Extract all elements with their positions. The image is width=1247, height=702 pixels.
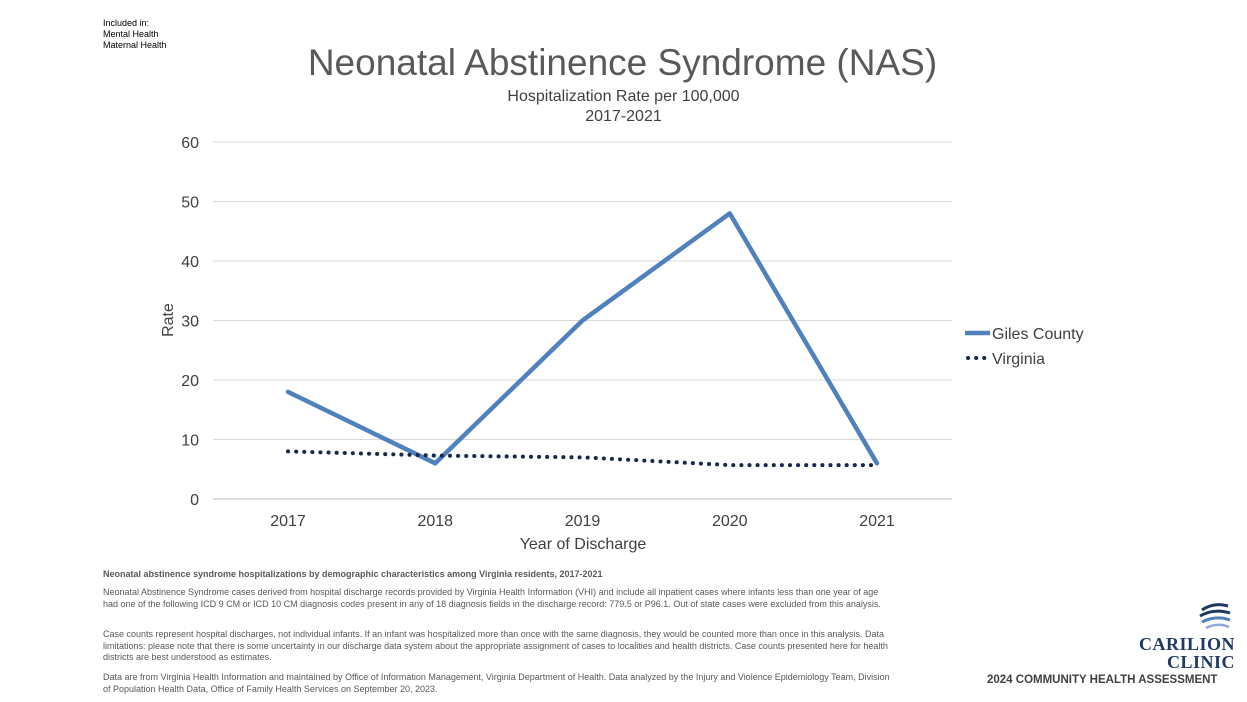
legend-label: Giles County bbox=[992, 326, 1084, 343]
y-tick-label: 30 bbox=[181, 314, 199, 331]
chart-subtitle-line2: 2017-2021 bbox=[585, 108, 662, 125]
nas-line-chart: 0 10 20 30 40 50 60 2017 2018 2019 2020 2021 Year of… bbox=[160, 135, 1084, 553]
carilion-clinic-logo: CARILION CLINIC bbox=[1110, 600, 1235, 675]
included-heading: Included in: bbox=[103, 18, 150, 28]
logo-line-1: CARILION bbox=[1138, 634, 1235, 654]
y-tick-label: 10 bbox=[181, 433, 199, 450]
logo-line-2: CLINIC bbox=[1166, 652, 1235, 672]
x-tick-label: 2019 bbox=[565, 513, 601, 530]
x-axis-label: Year of Discharge bbox=[520, 536, 647, 553]
x-tick-label: 2021 bbox=[859, 513, 895, 530]
y-axis-label: Rate bbox=[160, 303, 177, 337]
series-line-virginia bbox=[286, 449, 879, 468]
chart-title-container: Neonatal Abstinence Syndrome (NAS) bbox=[0, 42, 1247, 84]
carilion-swoosh-icon bbox=[1199, 603, 1231, 630]
chart-subtitle-line1: Hospitalization Rate per 100,000 bbox=[507, 88, 740, 105]
y-tick-label: 50 bbox=[181, 195, 199, 212]
footnote-heading-block: Neonatal abstinence syndrome hospitaliza… bbox=[103, 569, 893, 581]
x-tick-label: 2020 bbox=[712, 513, 748, 530]
footnote-paragraph-1: Neonatal Abstinence Syndrome cases deriv… bbox=[103, 587, 881, 609]
included-item-mental-health: Mental Health bbox=[103, 29, 159, 39]
y-tick-label: 0 bbox=[190, 492, 199, 509]
footnote-heading: Neonatal abstinence syndrome hospitaliza… bbox=[103, 569, 603, 579]
included-in-note: Included in: Mental Health Maternal Heal… bbox=[103, 18, 167, 51]
y-tick-label: 40 bbox=[181, 254, 199, 271]
chart-title: Neonatal Abstinence Syndrome (NAS) bbox=[307, 42, 938, 83]
included-item-maternal-health: Maternal Health bbox=[103, 40, 167, 50]
community-health-assessment-label: 2024 COMMUNITY HEALTH ASSESSMENT bbox=[987, 674, 1218, 686]
series-line-giles-county bbox=[285, 211, 880, 466]
y-tick-label: 60 bbox=[181, 135, 199, 152]
x-tick-label: 2017 bbox=[270, 513, 306, 530]
y-tick-label: 20 bbox=[181, 373, 199, 390]
footnote-paragraph-2: Case counts represent hospital discharge… bbox=[103, 629, 888, 662]
footnote-paragraph-3: Data are from Virginia Health Informatio… bbox=[103, 672, 890, 694]
x-tick-label: 2018 bbox=[417, 513, 453, 530]
legend-label: Virginia bbox=[992, 351, 1045, 368]
